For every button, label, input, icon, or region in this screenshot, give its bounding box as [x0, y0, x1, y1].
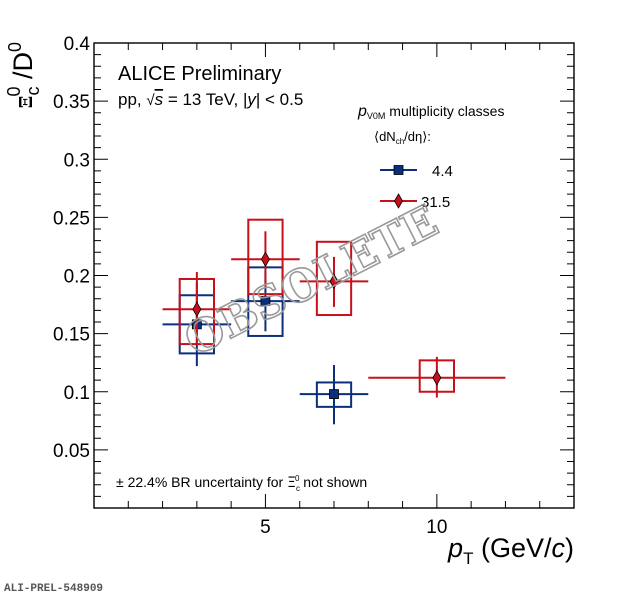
note-suffix: not shown	[299, 474, 367, 490]
y-tick-label: 0.25	[53, 208, 90, 229]
y-axis-label: Ξc0 /D0	[4, 42, 43, 108]
legend-subtitle: ⟨dNch/dη⟩:	[374, 129, 431, 146]
marker-diamond	[329, 273, 339, 290]
legend-subtitle-open: ⟨dN	[374, 129, 396, 144]
note-particle-sub: c	[296, 484, 300, 493]
rapidity-cut: | < 0.5	[256, 90, 303, 109]
experiment-label: ALICE Preliminary	[118, 63, 281, 85]
y-tick-label: 0.05	[53, 441, 90, 462]
data-point	[162, 272, 232, 346]
reference-id: ALI-PREL-548909	[4, 583, 104, 595]
y-label-slash: /D	[8, 52, 38, 87]
x-axis-label: pT (GeV/c)	[447, 533, 574, 568]
marker-diamond	[432, 369, 442, 386]
legend-entry: 4.4	[380, 163, 453, 180]
legend-label: 4.4	[432, 163, 453, 180]
legend-title-text: multiplicity classes	[385, 103, 504, 119]
y-label-num-sup: 0	[4, 87, 24, 97]
systematic-box	[315, 240, 353, 317]
legend-title: pV0M multiplicity classes	[357, 103, 504, 121]
note-particle-sup: 0	[295, 474, 300, 483]
legend-marker-square	[393, 165, 404, 175]
data-point	[299, 240, 369, 317]
series-31-5	[162, 218, 506, 398]
data-layer	[162, 218, 506, 425]
legend-subtitle-sub: ch	[396, 137, 404, 146]
data-point	[368, 356, 506, 398]
x-label-unit-c: c	[552, 533, 566, 563]
marker-square	[329, 389, 339, 399]
y-tick-label: 0.3	[64, 150, 90, 171]
x-label-unit-close: )	[565, 533, 574, 563]
rapidity-var: y	[246, 90, 257, 109]
x-label-sub: T	[463, 549, 473, 568]
y-tick-label: 0.35	[53, 92, 90, 113]
legend-title-var: p	[357, 103, 367, 120]
y-tick-label: 0.4	[64, 34, 91, 55]
legend-subtitle-close: /dη⟩:	[404, 129, 431, 144]
system-text: pp,	[118, 90, 146, 109]
x-axis-ticks: 5 10	[127, 43, 575, 538]
collision-system-label: pp, √s = 13 TeV, |y| < 0.5	[118, 90, 303, 109]
note-prefix: ± 22.4% BR uncertainty for	[116, 474, 287, 490]
br-uncertainty-note: ± 22.4% BR uncertainty for Ξc0 not shown	[116, 474, 367, 493]
systematic-box	[247, 218, 284, 296]
y-label-num-sub: c	[23, 87, 43, 96]
sqrt-symbol: √	[146, 92, 155, 109]
y-tick-label: 0.1	[64, 383, 90, 404]
x-label-var: p	[447, 533, 463, 563]
y-label-den-sup: 0	[5, 42, 25, 52]
note-particle: Ξ	[287, 475, 296, 491]
y-tick-label: 0.2	[64, 267, 90, 288]
data-point	[231, 218, 300, 296]
obsolete-watermark: OBSOLETE	[177, 196, 446, 367]
x-tick-label: 5	[260, 517, 271, 538]
marker-square	[260, 296, 271, 306]
y-label-numerator: Ξ	[16, 96, 37, 109]
data-point	[299, 365, 369, 425]
legend-entry: 31.5	[380, 193, 450, 211]
y-axis-ticks: 0.05 0.1 0.15 0.2 0.25 0.3 0.35 0.4	[53, 34, 574, 497]
legend-label: 31.5	[421, 194, 450, 211]
marker-diamond	[192, 301, 202, 318]
x-tick-label: 10	[426, 517, 447, 538]
energy-text: = 13 TeV, |	[163, 90, 247, 109]
x-label-unit-open: (GeV/	[473, 533, 552, 563]
legend-entries: 4.4 31.5	[380, 163, 453, 211]
legend-title-sub: V0M	[367, 111, 386, 121]
legend: pV0M multiplicity classes ⟨dNch/dη⟩: 4.4…	[357, 103, 504, 211]
y-tick-label: 0.15	[53, 325, 90, 346]
sqrt-s: s	[155, 90, 164, 109]
legend-marker-diamond	[394, 193, 403, 209]
marker-diamond	[260, 251, 270, 268]
